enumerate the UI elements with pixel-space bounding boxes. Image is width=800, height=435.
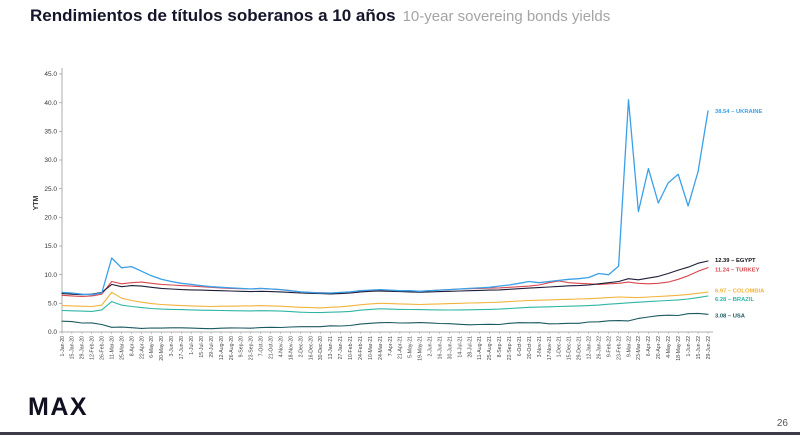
svg-text:1-Jun-22: 1-Jun-22 <box>686 336 692 357</box>
svg-text:30-Dec-20: 30-Dec-20 <box>318 336 324 360</box>
svg-text:5.0: 5.0 <box>48 301 57 308</box>
page-title: Rendimientos de títulos soberanos a 10 a… <box>30 6 610 26</box>
svg-text:13-Jan-21: 13-Jan-21 <box>328 336 334 359</box>
svg-text:YTM: YTM <box>33 195 40 210</box>
yields-line-chart: YTM 0.0 5.0 10.0 15.0 20.0 25.0 30.0 35.0 40.0 45.… <box>28 60 790 405</box>
svg-text:23-Mar-22: 23-Mar-22 <box>636 336 642 360</box>
svg-text:7-Apr-21: 7-Apr-21 <box>388 336 394 356</box>
svg-text:6-May-20: 6-May-20 <box>149 336 155 358</box>
svg-text:9-Mar-22: 9-Mar-22 <box>626 336 632 357</box>
svg-text:6.28 – BRAZIL: 6.28 – BRAZIL <box>715 297 754 303</box>
svg-text:28-Jul-21: 28-Jul-21 <box>467 336 473 358</box>
svg-text:25-Aug-21: 25-Aug-21 <box>487 336 493 360</box>
svg-text:21-Oct-20: 21-Oct-20 <box>269 336 275 359</box>
svg-text:24-Feb-21: 24-Feb-21 <box>358 336 364 360</box>
svg-text:40.0: 40.0 <box>44 100 57 107</box>
svg-text:20-Oct-21: 20-Oct-21 <box>527 336 533 359</box>
svg-text:1-Dec-21: 1-Dec-21 <box>557 336 563 357</box>
svg-text:20.0: 20.0 <box>44 215 57 222</box>
svg-text:15-Jan-20: 15-Jan-20 <box>70 336 76 359</box>
svg-text:30-Jun-21: 30-Jun-21 <box>447 336 453 359</box>
svg-text:38.54 – UKRAINE: 38.54 – UKRAINE <box>715 109 762 115</box>
svg-text:16-Jun-21: 16-Jun-21 <box>438 336 444 359</box>
svg-text:17-Nov-21: 17-Nov-21 <box>547 336 553 360</box>
svg-text:11-Aug-21: 11-Aug-21 <box>477 336 483 360</box>
svg-text:25.0: 25.0 <box>44 186 57 193</box>
svg-text:20-May-20: 20-May-20 <box>159 336 165 361</box>
svg-text:29-Dec-21: 29-Dec-21 <box>577 336 583 360</box>
svg-text:1-Jan-20: 1-Jan-20 <box>60 336 66 357</box>
svg-text:4-May-22: 4-May-22 <box>666 336 672 358</box>
svg-text:9-Feb-22: 9-Feb-22 <box>606 336 612 357</box>
svg-text:6-Oct-21: 6-Oct-21 <box>517 336 523 356</box>
svg-text:30.0: 30.0 <box>44 157 57 164</box>
svg-text:14-Jul-21: 14-Jul-21 <box>457 336 463 358</box>
svg-text:29-Jan-20: 29-Jan-20 <box>80 336 86 359</box>
title-spanish: Rendimientos de títulos soberanos a 10 a… <box>30 6 396 25</box>
svg-text:45.0: 45.0 <box>44 71 57 78</box>
svg-text:12-Feb-20: 12-Feb-20 <box>90 336 96 360</box>
svg-text:18-Nov-20: 18-Nov-20 <box>288 336 294 360</box>
svg-text:15-Dec-21: 15-Dec-21 <box>567 336 573 360</box>
svg-text:3-Nov-21: 3-Nov-21 <box>537 336 543 357</box>
svg-text:0.0: 0.0 <box>48 329 57 336</box>
svg-text:8-Apr-20: 8-Apr-20 <box>129 336 135 356</box>
svg-text:29-Jul-20: 29-Jul-20 <box>209 336 215 358</box>
chart-canvas: YTM 0.0 5.0 10.0 15.0 20.0 25.0 30.0 35.0 40.0 45.… <box>33 68 765 361</box>
svg-text:18-May-22: 18-May-22 <box>676 336 682 361</box>
svg-text:23-Feb-22: 23-Feb-22 <box>616 336 622 360</box>
svg-text:4-Nov-20: 4-Nov-20 <box>278 336 284 357</box>
svg-text:5-May-21: 5-May-21 <box>408 336 414 358</box>
svg-text:12.39 – EGYPT: 12.39 – EGYPT <box>715 258 756 264</box>
svg-text:16-Dec-20: 16-Dec-20 <box>308 336 314 360</box>
svg-text:15-Jun-22: 15-Jun-22 <box>696 336 702 359</box>
svg-text:10-Mar-21: 10-Mar-21 <box>368 336 374 360</box>
svg-text:15-Jul-20: 15-Jul-20 <box>199 336 205 358</box>
svg-text:10.0: 10.0 <box>44 272 57 279</box>
svg-text:29-Jun-22: 29-Jun-22 <box>706 336 712 359</box>
svg-text:17-Jun-20: 17-Jun-20 <box>179 336 185 359</box>
svg-text:19-May-21: 19-May-21 <box>418 336 424 361</box>
max-logo: MAX <box>28 393 89 421</box>
svg-text:23-Sep-20: 23-Sep-20 <box>249 336 255 360</box>
svg-text:26-Aug-20: 26-Aug-20 <box>229 336 235 360</box>
svg-text:22-Apr-20: 22-Apr-20 <box>139 336 145 359</box>
svg-text:2-Dec-20: 2-Dec-20 <box>298 336 304 357</box>
svg-text:27-Jan-21: 27-Jan-21 <box>338 336 344 359</box>
svg-text:12-Jan-22: 12-Jan-22 <box>587 336 593 359</box>
svg-text:10-Feb-21: 10-Feb-21 <box>348 336 354 360</box>
svg-text:9-Sep-20: 9-Sep-20 <box>239 336 245 357</box>
svg-text:7-Oct-20: 7-Oct-20 <box>259 336 265 356</box>
svg-text:21-Apr-21: 21-Apr-21 <box>398 336 404 359</box>
page-number: 26 <box>776 418 788 429</box>
svg-text:3-Jun-20: 3-Jun-20 <box>169 336 175 357</box>
svg-text:11-Mar-20: 11-Mar-20 <box>110 336 116 360</box>
svg-text:22-Sep-21: 22-Sep-21 <box>507 336 513 360</box>
svg-text:1-Jul-20: 1-Jul-20 <box>189 336 195 355</box>
bottom-border <box>0 432 800 435</box>
svg-text:12-Aug-20: 12-Aug-20 <box>219 336 225 360</box>
svg-text:15.0: 15.0 <box>44 243 57 250</box>
svg-text:20-Apr-22: 20-Apr-22 <box>656 336 662 359</box>
svg-text:3.08 – USA: 3.08 – USA <box>715 313 746 319</box>
svg-text:8-Sep-21: 8-Sep-21 <box>497 336 503 357</box>
svg-text:6-Apr-22: 6-Apr-22 <box>646 336 652 356</box>
svg-text:26-Feb-20: 26-Feb-20 <box>100 336 106 360</box>
svg-text:6.97 – COLOMBIA: 6.97 – COLOMBIA <box>715 289 765 295</box>
svg-text:24-Mar-21: 24-Mar-21 <box>378 336 384 360</box>
svg-text:2-Jun-21: 2-Jun-21 <box>428 336 434 357</box>
svg-text:11.24 – TURKEY: 11.24 – TURKEY <box>715 268 760 274</box>
title-english-subtitle: 10-year sovereing bonds yields <box>402 8 611 25</box>
svg-text:25-Mar-20: 25-Mar-20 <box>119 336 125 360</box>
svg-text:35.0: 35.0 <box>44 129 57 136</box>
svg-text:26-Jan-22: 26-Jan-22 <box>597 336 603 359</box>
